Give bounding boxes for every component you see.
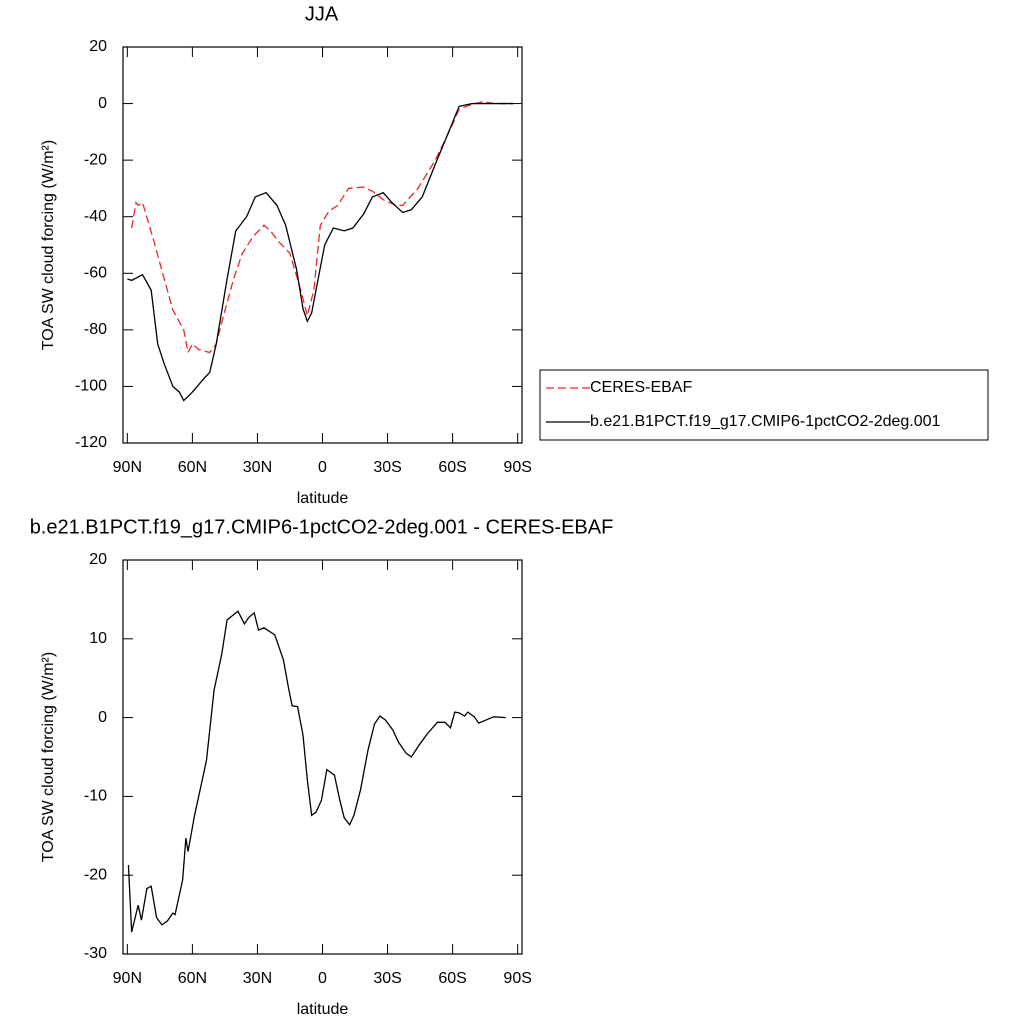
x-axis-label: latitude — [297, 490, 349, 507]
y-tick-label: -10 — [84, 788, 107, 805]
x-tick-label: 30N — [243, 459, 272, 476]
y-tick-label: -100 — [75, 378, 107, 395]
y-tick-label: -30 — [84, 945, 107, 962]
y-tick-label: 20 — [89, 551, 107, 568]
x-tick-label: 30N — [243, 970, 272, 987]
chart-title: b.e21.B1PCT.f19_g17.CMIP6-1pctCO2-2deg.0… — [30, 516, 614, 538]
y-tick-label: 0 — [98, 709, 107, 726]
x-tick-label: 90S — [503, 970, 531, 987]
y-tick-label: -120 — [75, 434, 107, 451]
y-tick-label: -60 — [84, 265, 107, 282]
y-tick-label: -20 — [84, 151, 107, 168]
x-tick-label: 90N — [113, 970, 142, 987]
x-tick-label: 30S — [373, 459, 401, 476]
data-line — [127, 610, 506, 933]
chart-title: JJA — [305, 3, 339, 25]
x-tick-label: 90S — [503, 459, 531, 476]
x-tick-label: 30S — [373, 970, 401, 987]
legend-label: CERES-EBAF — [590, 379, 692, 396]
y-axis-label: TOA SW cloud forcing (W/m²) — [40, 140, 57, 350]
data-line — [127, 102, 514, 402]
data-line — [131, 100, 514, 355]
plot-frame — [122, 559, 523, 955]
y-tick-label: 0 — [98, 95, 107, 112]
x-tick-label: 0 — [318, 970, 327, 987]
y-axis-label: TOA SW cloud forcing (W/m²) — [40, 652, 57, 862]
y-tick-label: -80 — [84, 321, 107, 338]
x-tick-label: 60N — [178, 970, 207, 987]
y-tick-label: 20 — [89, 38, 107, 55]
legend-box — [539, 369, 989, 441]
y-tick-label: -20 — [84, 866, 107, 883]
plot-frame — [122, 46, 523, 444]
x-tick-label: 60N — [178, 459, 207, 476]
legend-label: b.e21.B1PCT.f19_g17.CMIP6-1pctCO2-2deg.0… — [590, 413, 941, 430]
y-tick-label: -40 — [84, 208, 107, 225]
x-axis-label: latitude — [297, 1001, 349, 1018]
x-tick-label: 0 — [318, 459, 327, 476]
y-tick-label: 10 — [89, 630, 107, 647]
x-tick-label: 90N — [113, 459, 142, 476]
x-tick-label: 60S — [438, 459, 466, 476]
x-tick-label: 60S — [438, 970, 466, 987]
